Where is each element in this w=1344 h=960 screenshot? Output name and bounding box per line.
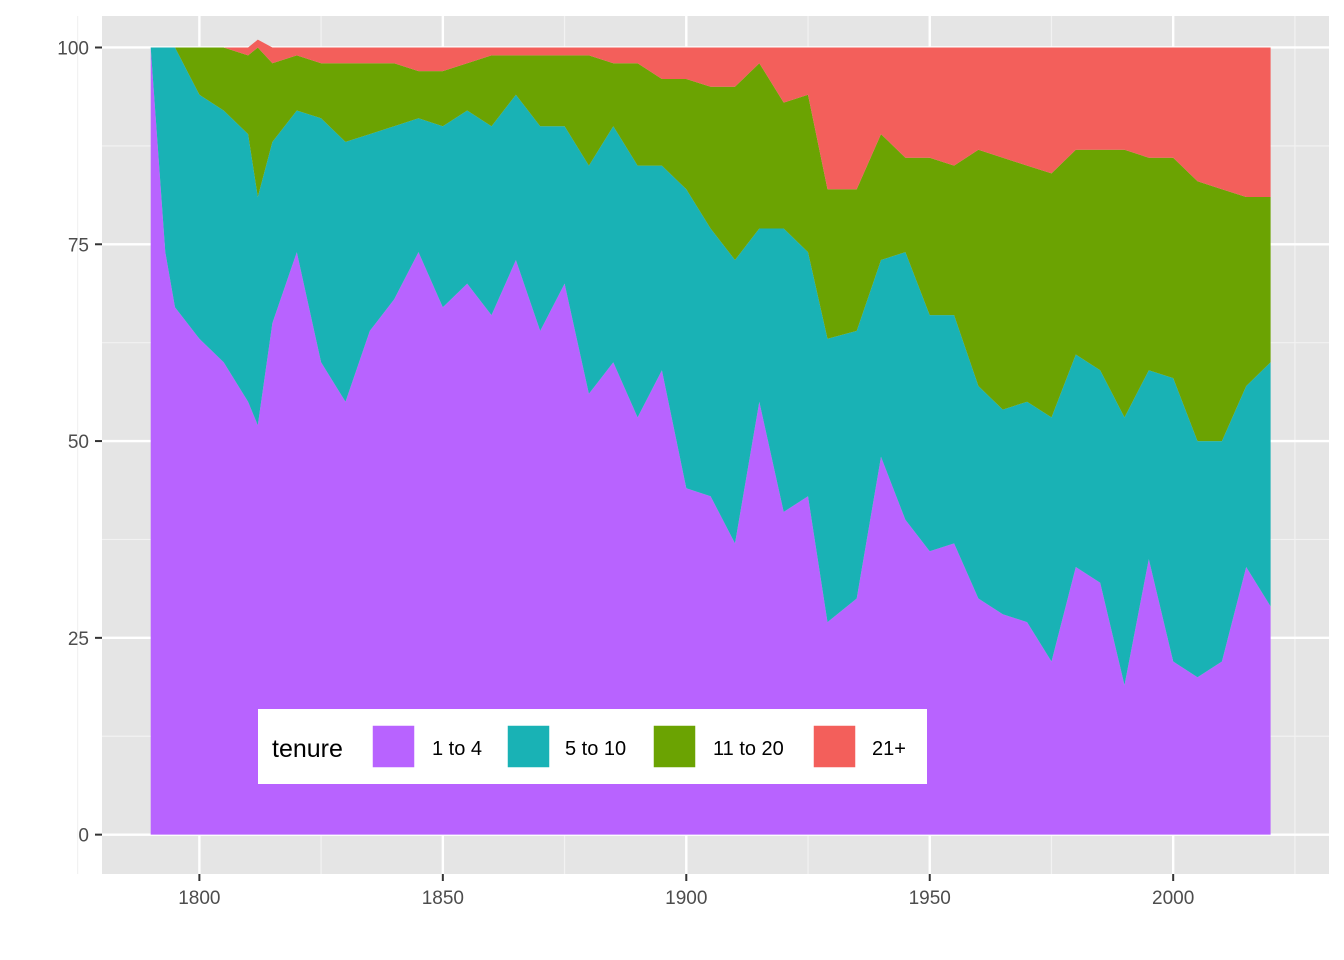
legend: tenure 1 to 4 5 to 10 11 to 20 21+ — [258, 709, 927, 784]
x-tick-label: 1850 — [422, 888, 464, 909]
y-tick-label: 0 — [78, 826, 89, 847]
legend-title: tenure — [272, 735, 343, 763]
x-tick-label: 1950 — [909, 888, 951, 909]
legend-key-1 — [371, 724, 416, 769]
area-series-2 — [150, 47, 1271, 686]
legend-label-1: 1 to 4 — [432, 738, 482, 760]
area-series-4 — [150, 39, 1271, 197]
y-tick-label: 25 — [68, 629, 89, 650]
axes: 0 25 50 75 100 1800 1850 1900 1950 2000 — [57, 38, 1194, 909]
y-tick-label: 50 — [68, 432, 89, 453]
legend-key-3 — [652, 724, 697, 769]
area-layers — [150, 39, 1271, 835]
area-series-1 — [150, 47, 1271, 835]
legend-label-4: 21+ — [872, 738, 906, 760]
legend-label-2: 5 to 10 — [565, 738, 626, 760]
y-tick-label: 100 — [57, 38, 89, 59]
legend-items: 1 to 4 5 to 10 11 to 20 21+ — [371, 724, 906, 769]
x-tick-label: 2000 — [1152, 888, 1194, 909]
x-tick-label: 1800 — [178, 888, 220, 909]
legend-key-2 — [506, 724, 551, 769]
legend-key-4 — [812, 724, 857, 769]
x-tick-label: 1900 — [665, 888, 707, 909]
y-tick-label: 75 — [68, 235, 89, 256]
area-series-3 — [150, 47, 1271, 442]
legend-label-3: 11 to 20 — [713, 738, 784, 760]
